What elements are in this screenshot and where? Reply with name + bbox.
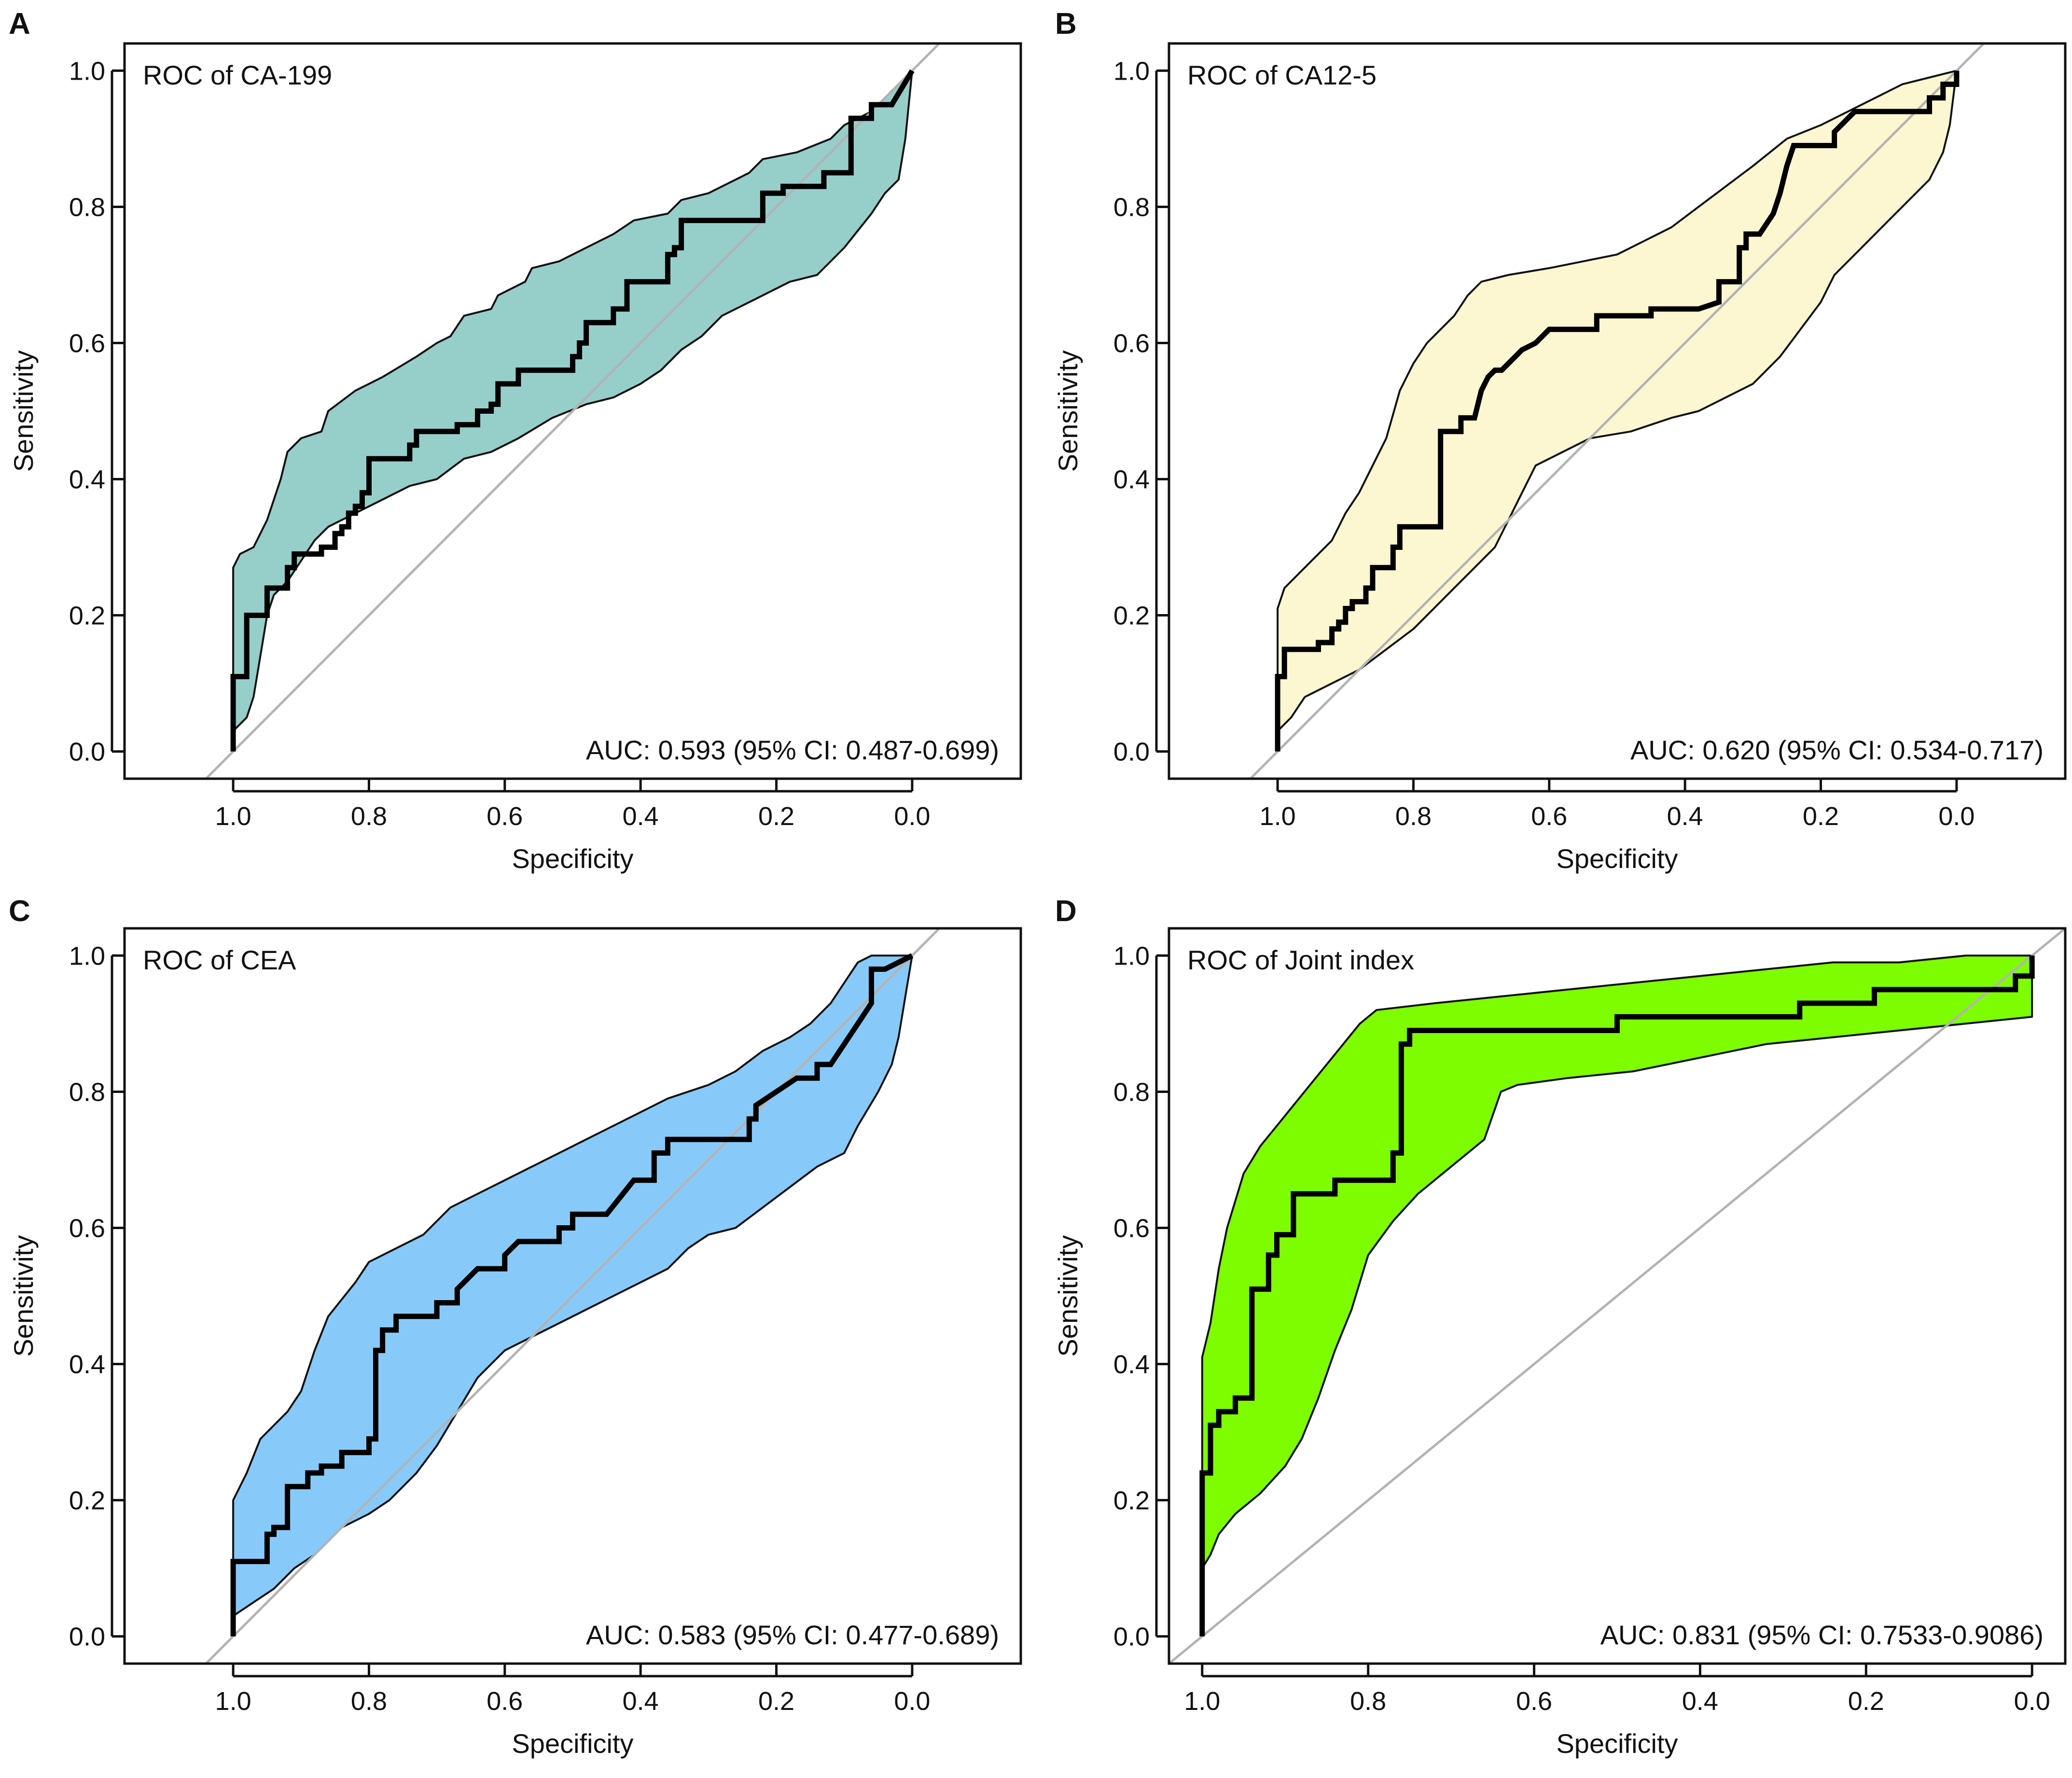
y-tick-label: 0.0 xyxy=(69,738,105,767)
x-tick-label: 0.6 xyxy=(1531,802,1567,831)
y-tick-label: 0.0 xyxy=(1113,738,1150,767)
auc-annotation: AUC: 0.583 (95% CI: 0.477-0.689) xyxy=(586,1620,999,1650)
y-axis-title: Sensitivity xyxy=(8,1235,39,1357)
y-tick-label: 1.0 xyxy=(69,56,105,85)
ci-band xyxy=(1201,954,2033,1569)
x-tick-label: 1.0 xyxy=(215,802,251,831)
y-tick-label: 0.2 xyxy=(69,602,105,630)
x-tick-label: 0.0 xyxy=(894,1687,930,1716)
x-tick-label: 0.2 xyxy=(758,1687,794,1716)
panel-title: ROC of CA-199 xyxy=(143,60,332,90)
y-tick-label: 0.0 xyxy=(69,1623,105,1652)
y-tick-label: 0.6 xyxy=(1113,1214,1150,1243)
x-axis-title: Specificity xyxy=(512,1728,633,1759)
y-tick-label: 1.0 xyxy=(69,941,105,970)
panel-letter: C xyxy=(9,895,30,928)
x-tick-label: 0.0 xyxy=(894,802,930,831)
auc-annotation: AUC: 0.831 (95% CI: 0.7533-0.9086) xyxy=(1600,1620,2044,1650)
roc-curve xyxy=(230,69,915,752)
plot-area xyxy=(204,43,941,779)
auc-annotation: AUC: 0.620 (95% CI: 0.534-0.717) xyxy=(1630,735,2044,765)
roc-curve xyxy=(230,953,914,1637)
roc-curve xyxy=(1275,70,1960,752)
y-tick-label: 0.6 xyxy=(1113,329,1150,358)
roc-panel-a: 0.0 0.2 0.4 0.6 0.8 1.0 1.0 0.8 0.6 0.4 0.2 0.0 Spec… xyxy=(8,7,1022,874)
y-tick-label: 0.8 xyxy=(1113,1078,1150,1106)
x-tick-label: 1.0 xyxy=(1184,1687,1220,1716)
auc-annotation: AUC: 0.593 (95% CI: 0.487-0.699) xyxy=(586,735,999,765)
y-tick-label: 0.0 xyxy=(1113,1623,1150,1652)
plot-frame xyxy=(1168,927,2067,1665)
y-tick-label: 0.6 xyxy=(69,329,105,358)
y-tick-label: 0.2 xyxy=(1113,1486,1150,1515)
x-tick-label: 0.2 xyxy=(758,802,794,831)
panel-title: ROC of Joint index xyxy=(1187,945,1414,975)
y-tick-label: 0.8 xyxy=(1113,193,1150,222)
x-tick-label: 0.8 xyxy=(1350,1687,1386,1716)
panel-title: ROC of CA12-5 xyxy=(1187,60,1377,90)
roc-panel-c: 0.0 0.2 0.4 0.6 0.8 1.0 1.0 0.8 0.6 0.4 0.2 0.0 Spec… xyxy=(8,895,1022,1759)
plot-frame xyxy=(123,42,1022,780)
x-axis-title: Specificity xyxy=(1556,1728,1678,1759)
y-tick-label: 0.4 xyxy=(69,465,105,494)
plot-frame xyxy=(1168,42,2067,780)
ci-band xyxy=(1277,70,1958,732)
plot-area xyxy=(1249,43,1986,779)
y-tick-label: 0.2 xyxy=(1113,602,1150,630)
y-tick-label: 1.0 xyxy=(1113,56,1150,85)
x-tick-label: 0.6 xyxy=(487,802,523,831)
x-tick-label: 1.0 xyxy=(215,1687,251,1716)
x-axis-title: Specificity xyxy=(1556,843,1678,874)
y-axis-title: Sensitivity xyxy=(1053,350,1083,472)
y-tick-label: 1.0 xyxy=(1113,941,1150,970)
plot-frame xyxy=(123,927,1022,1665)
x-tick-label: 1.0 xyxy=(1260,802,1296,831)
x-tick-label: 0.4 xyxy=(623,1687,659,1716)
x-axis-title: Specificity xyxy=(512,843,633,874)
x-tick-label: 0.6 xyxy=(1516,1687,1552,1716)
y-axis-title: Sensitivity xyxy=(8,350,39,472)
y-tick-label: 0.4 xyxy=(69,1350,105,1379)
y-tick-label: 0.4 xyxy=(1113,1350,1150,1379)
x-tick-label: 0.0 xyxy=(1938,802,1975,831)
x-tick-label: 0.0 xyxy=(2014,1687,2050,1716)
x-tick-label: 0.6 xyxy=(487,1687,523,1716)
panel-title: ROC of CEA xyxy=(143,945,296,975)
panel-letter: B xyxy=(1055,7,1077,41)
plot-area xyxy=(204,928,941,1664)
x-tick-label: 0.2 xyxy=(1803,802,1839,831)
panel-letter: A xyxy=(9,7,30,41)
roc-panel-d: 0.0 0.2 0.4 0.6 0.8 1.0 1.0 0.8 0.6 0.4 0.2 0.0 Spec… xyxy=(1053,895,2067,1759)
y-tick-label: 0.6 xyxy=(69,1214,105,1243)
x-tick-label: 0.4 xyxy=(1682,1687,1718,1716)
panel-letter: D xyxy=(1055,895,1077,928)
y-tick-label: 0.4 xyxy=(1113,465,1150,494)
reference-diagonal xyxy=(1169,928,2065,1664)
y-axis-title: Sensitivity xyxy=(1053,1235,1083,1357)
x-tick-label: 0.4 xyxy=(1667,802,1703,831)
x-tick-label: 0.8 xyxy=(351,802,387,831)
plot-area xyxy=(1169,928,2065,1664)
roc-panel-b: 0.0 0.2 0.4 0.6 0.8 1.0 1.0 0.8 0.6 0.4 0.2 0.0 Spec… xyxy=(1053,7,2067,874)
x-tick-label: 0.8 xyxy=(1395,802,1432,831)
y-tick-label: 0.2 xyxy=(69,1486,105,1515)
x-tick-label: 0.2 xyxy=(1848,1687,1884,1716)
x-tick-label: 0.8 xyxy=(351,1687,387,1716)
ci-band xyxy=(232,954,913,1617)
y-tick-label: 0.8 xyxy=(69,193,105,222)
x-tick-label: 0.4 xyxy=(623,802,659,831)
y-tick-label: 0.8 xyxy=(69,1078,105,1106)
roc-curve xyxy=(1199,955,2035,1637)
